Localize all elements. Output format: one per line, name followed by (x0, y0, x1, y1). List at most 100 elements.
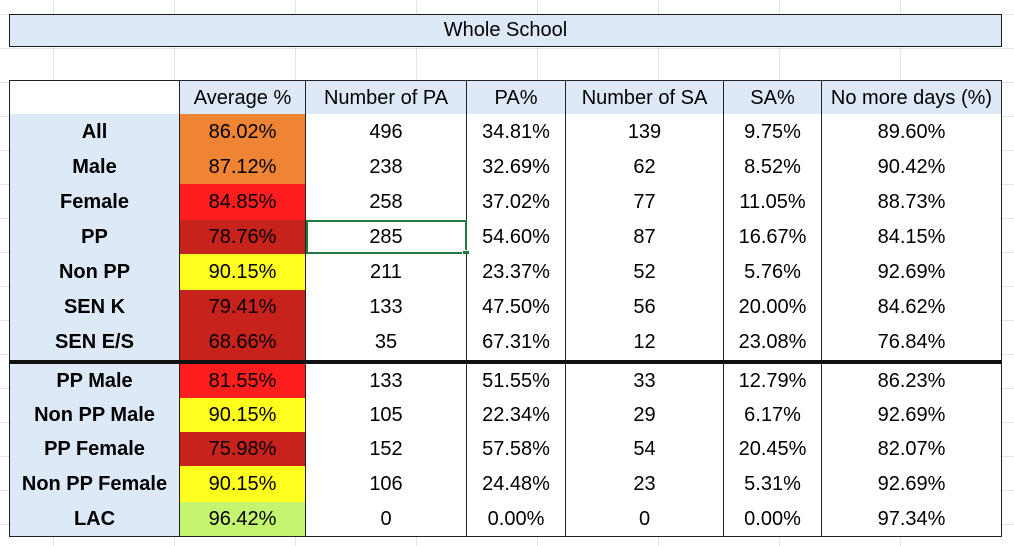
cell-number-of-pa[interactable]: 133 (306, 290, 467, 324)
row-label[interactable]: Non PP Male (10, 398, 180, 432)
cell-average[interactable]: 68.66% (180, 324, 306, 360)
cell-number-of-sa[interactable]: 29 (566, 398, 724, 432)
cell-number-of-sa[interactable]: 87 (566, 220, 724, 254)
cell-no-more-days[interactable]: 89.60% (822, 114, 1002, 150)
row-label[interactable]: Male (10, 150, 180, 184)
header-sa-percent[interactable]: SA% (724, 81, 822, 115)
cell-number-of-pa[interactable]: 152 (306, 432, 467, 466)
cell-no-more-days[interactable]: 92.69% (822, 254, 1002, 290)
cell-no-more-days[interactable]: 92.69% (822, 398, 1002, 432)
cell-sa-percent[interactable]: 20.00% (724, 290, 822, 324)
cell-number-of-sa[interactable]: 33 (566, 364, 724, 398)
cell-sa-percent[interactable]: 16.67% (724, 220, 822, 254)
row-label[interactable]: LAC (10, 502, 180, 536)
table-row: PP Female 75.98% 152 57.58% 54 20.45% 82.07% (9, 432, 1002, 467)
cell-no-more-days[interactable]: 88.73% (822, 184, 1002, 220)
cell-number-of-pa[interactable]: 211 (306, 254, 467, 290)
cell-number-of-sa[interactable]: 52 (566, 254, 724, 290)
table-row: SEN K 79.41% 133 47.50% 56 20.00% 84.62% (9, 290, 1002, 325)
row-label[interactable]: SEN E/S (10, 324, 180, 360)
cell-number-of-sa[interactable]: 56 (566, 290, 724, 324)
cell-no-more-days[interactable]: 84.62% (822, 290, 1002, 324)
cell-number-of-pa[interactable]: 496 (306, 114, 467, 150)
cell-number-of-sa[interactable]: 12 (566, 324, 724, 360)
cell-pa-percent[interactable]: 0.00% (467, 502, 566, 536)
cell-number-of-pa[interactable]: 238 (306, 150, 467, 184)
cell-average[interactable]: 90.15% (180, 466, 306, 502)
cell-number-of-sa[interactable]: 139 (566, 114, 724, 150)
cell-average[interactable]: 90.15% (180, 398, 306, 432)
cell-pa-percent[interactable]: 57.58% (467, 432, 566, 466)
row-label[interactable]: All (10, 114, 180, 150)
cell-no-more-days[interactable]: 82.07% (822, 432, 1002, 466)
cell-number-of-sa[interactable]: 23 (566, 466, 724, 502)
table-row: All 86.02% 496 34.81% 139 9.75% 89.60% (9, 114, 1002, 154)
cell-average[interactable]: 87.12% (180, 150, 306, 184)
cell-average[interactable]: 96.42% (180, 502, 306, 536)
cell-sa-percent[interactable]: 5.76% (724, 254, 822, 290)
cell-no-more-days[interactable]: 86.23% (822, 364, 1002, 398)
header-number-of-pa[interactable]: Number of PA (306, 81, 467, 115)
cell-average[interactable]: 78.76% (180, 220, 306, 254)
cell-number-of-pa[interactable]: 0 (306, 502, 467, 536)
row-label[interactable]: PP Female (10, 432, 180, 466)
row-label[interactable]: Non PP (10, 254, 180, 290)
selected-cell[interactable]: 285 (306, 220, 470, 258)
cell-sa-percent[interactable]: 20.45% (724, 432, 822, 466)
row-label[interactable]: Non PP Female (10, 466, 180, 502)
cell-number-of-sa[interactable]: 54 (566, 432, 724, 466)
cell-number-of-sa[interactable]: 77 (566, 184, 724, 220)
cell-pa-percent[interactable]: 37.02% (467, 184, 566, 220)
cell-average[interactable]: 90.15% (180, 254, 306, 290)
cell-pa-percent[interactable]: 34.81% (467, 114, 566, 150)
cell-pa-percent[interactable]: 32.69% (467, 150, 566, 184)
table-row: PP Male 81.55% 133 51.55% 33 12.79% 86.23% (9, 364, 1002, 399)
cell-no-more-days[interactable]: 90.42% (822, 150, 1002, 184)
row-label[interactable]: PP Male (10, 364, 180, 398)
cell-average[interactable]: 86.02% (180, 114, 306, 150)
cell-number-of-pa[interactable]: 106 (306, 466, 467, 502)
cell-sa-percent[interactable]: 0.00% (724, 502, 822, 536)
header-number-of-sa[interactable]: Number of SA (566, 81, 724, 115)
cell-sa-percent[interactable]: 6.17% (724, 398, 822, 432)
cell-no-more-days[interactable]: 92.69% (822, 466, 1002, 502)
table-row: PP 78.76% 285 54.60% 87 16.67% 84.15% (9, 220, 1002, 258)
cell-average[interactable]: 75.98% (180, 432, 306, 466)
cell-pa-percent[interactable]: 23.37% (467, 254, 566, 290)
table-row: Male 87.12% 238 32.69% 62 8.52% 90.42% (9, 150, 1002, 185)
cell-no-more-days[interactable]: 97.34% (822, 502, 1002, 536)
cell-number-of-sa[interactable]: 62 (566, 150, 724, 184)
cell-pa-percent[interactable]: 51.55% (467, 364, 566, 398)
cell-sa-percent[interactable]: 23.08% (724, 324, 822, 360)
cell-number-of-sa[interactable]: 0 (566, 502, 724, 536)
cell-no-more-days[interactable]: 76.84% (822, 324, 1002, 360)
row-label[interactable]: Female (10, 184, 180, 220)
cell-number-of-pa[interactable]: 35 (306, 324, 467, 360)
cell-pa-percent[interactable]: 24.48% (467, 466, 566, 502)
cell-average[interactable]: 79.41% (180, 290, 306, 324)
table-row: Non PP 90.15% 211 23.37% 52 5.76% 92.69% (9, 254, 1002, 294)
table-title[interactable]: Whole School (9, 14, 1002, 47)
cell-pa-percent[interactable]: 22.34% (467, 398, 566, 432)
cell-average[interactable]: 84.85% (180, 184, 306, 220)
cell-pa-percent[interactable]: 47.50% (467, 290, 566, 324)
cell-no-more-days[interactable]: 84.15% (822, 220, 1002, 254)
row-label[interactable]: SEN K (10, 290, 180, 324)
header-cell-empty[interactable] (10, 81, 180, 115)
header-pa-percent[interactable]: PA% (467, 81, 566, 115)
cell-sa-percent[interactable]: 8.52% (724, 150, 822, 184)
header-no-more-days[interactable]: No more days (%) (822, 81, 1002, 115)
cell-sa-percent[interactable]: 11.05% (724, 184, 822, 220)
cell-number-of-pa[interactable]: 105 (306, 398, 467, 432)
row-label[interactable]: PP (10, 220, 180, 254)
cell-pa-percent[interactable]: 54.60% (467, 220, 566, 254)
cell-number-of-pa[interactable]: 133 (306, 364, 467, 398)
cell-average[interactable]: 81.55% (180, 364, 306, 398)
cell-number-of-pa[interactable]: 258 (306, 184, 467, 220)
header-average[interactable]: Average % (180, 81, 306, 115)
table-row: SEN E/S 68.66% 35 67.31% 12 23.08% 76.84% (9, 324, 1002, 364)
cell-sa-percent[interactable]: 5.31% (724, 466, 822, 502)
cell-sa-percent[interactable]: 9.75% (724, 114, 822, 150)
cell-sa-percent[interactable]: 12.79% (724, 364, 822, 398)
cell-pa-percent[interactable]: 67.31% (467, 324, 566, 360)
